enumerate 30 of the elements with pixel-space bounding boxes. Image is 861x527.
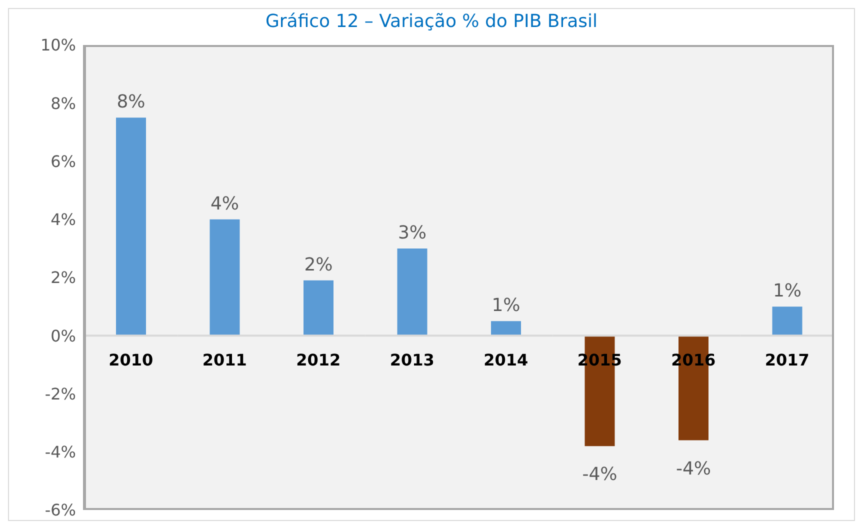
bar	[304, 280, 334, 336]
bar	[397, 248, 428, 336]
bar	[772, 306, 802, 336]
data-label: -4%	[582, 464, 618, 486]
x-tick-label: 2010	[108, 350, 154, 370]
data-label: 3%	[398, 222, 427, 244]
data-label: 8%	[116, 92, 146, 113]
y-tick-label: -2%	[44, 384, 76, 404]
y-tick-label: -4%	[44, 442, 76, 462]
data-label: 1%	[772, 280, 802, 302]
y-tick-label: 8%	[50, 94, 76, 113]
data-label: 1%	[492, 295, 520, 316]
data-label: 2%	[304, 254, 333, 276]
y-tick-label: 10%	[40, 36, 76, 55]
y-tick-label: 2%	[50, 268, 76, 288]
data-label: -4%	[676, 458, 712, 480]
y-tick-label: -6%	[44, 500, 76, 520]
data-label: 4%	[210, 193, 240, 214]
y-tick-label: 4%	[50, 210, 76, 230]
x-tick-label: 2013	[390, 350, 434, 370]
bar	[210, 219, 240, 336]
y-tick-label: 6%	[50, 152, 76, 171]
y-tick-label: 0%	[50, 326, 76, 346]
chart-title: Gráfico 12 – Variação % do PIB Brasil	[264, 11, 599, 32]
bar	[116, 118, 146, 336]
x-tick-label: 2011	[202, 350, 247, 370]
x-tick-label: 2012	[296, 350, 341, 370]
x-tick-label: 2017	[764, 350, 810, 370]
bar	[491, 321, 521, 336]
x-tick-label: 2014	[484, 350, 528, 370]
